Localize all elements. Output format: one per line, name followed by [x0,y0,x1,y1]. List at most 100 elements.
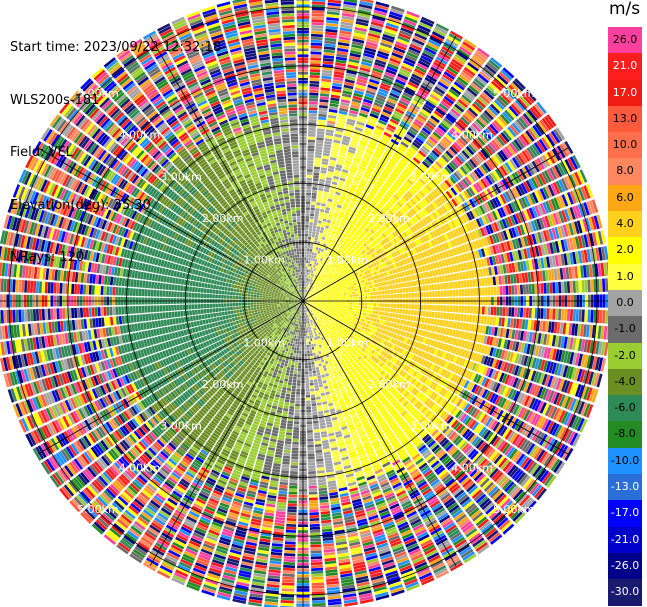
velocity-gate [432,304,435,311]
velocity-gate [436,319,440,326]
velocity-gate [310,282,313,286]
velocity-gate [395,41,408,48]
velocity-gate [309,69,321,73]
velocity-gate [420,19,434,28]
velocity-gate [372,104,382,111]
velocity-gate [374,127,384,134]
velocity-gate [407,287,412,293]
velocity-gate [337,42,350,47]
velocity-gate [426,304,430,311]
velocity-gate [561,281,565,294]
velocity-gate [328,214,333,218]
velocity-gate [351,137,360,143]
velocity-gate [510,274,514,284]
velocity-gate [309,216,314,220]
velocity-gate [303,289,304,293]
velocity-gate [313,172,320,176]
velocity-gate [375,181,383,187]
velocity-gate [446,305,450,312]
velocity-gate [337,292,341,295]
velocity-gate [405,86,416,94]
velocity-gate [378,291,382,295]
velocity-gate [387,123,397,131]
velocity-gate [414,118,424,127]
velocity-gate [349,294,353,298]
velocity-gate [344,231,350,236]
velocity-gate [587,309,591,323]
velocity-gate [493,286,497,296]
velocity-gate [337,155,345,160]
velocity-gate [359,109,369,116]
velocity-gate [335,296,338,299]
velocity-gate [348,278,352,282]
velocity-gate [311,201,316,205]
velocity-gate [406,10,420,19]
velocity-gate [307,263,310,267]
velocity-gate [308,236,312,240]
velocity-gate [330,208,335,213]
velocity-gate [351,310,355,314]
velocity-gate [381,111,391,118]
velocity-gate [323,301,327,303]
velocity-gate [433,318,437,326]
velocity-gate [343,200,350,206]
velocity-gate [342,135,351,141]
velocity-gate [531,283,535,295]
velocity-gate [304,292,305,296]
velocity-gate [396,293,400,299]
velocity-gate [332,237,337,242]
velocity-gate [307,275,310,279]
velocity-gate [337,227,342,232]
velocity-gate [368,115,378,122]
velocity-gate [333,225,339,230]
velocity-gate [329,236,333,240]
velocity-gate [356,15,370,21]
velocity-gate [316,253,320,257]
velocity-gate [366,277,371,282]
velocity-gate [312,178,319,182]
velocity-gate [331,230,336,235]
velocity-gate [322,233,327,238]
velocity-gate [347,314,351,318]
velocity-gate [412,121,422,129]
velocity-gate [306,198,311,202]
velocity-gate [383,131,392,138]
velocity-gate [408,78,420,87]
velocity-gate [373,9,387,16]
velocity-gate [412,38,425,46]
velocity-gate [552,282,556,294]
velocity-gate [373,64,385,71]
velocity-gate [404,57,416,65]
velocity-gate [358,296,362,300]
velocity-gate [318,266,321,270]
velocity-gate [304,283,307,287]
velocity-gate [430,318,434,325]
velocity-gate [335,164,343,169]
velocity-gate [352,95,363,101]
velocity-gate [566,309,571,321]
velocity-gate [318,254,322,258]
velocity-gate [362,132,371,138]
velocity-gate [369,288,373,292]
velocity-gate [329,103,339,108]
velocity-gate [397,73,409,81]
velocity-gate [374,4,389,11]
velocity-gate [590,279,594,293]
velocity-gate [511,285,515,295]
velocity-gate [339,287,343,290]
velocity-gate [345,198,351,203]
velocity-gate [307,154,314,158]
velocity-gate [325,132,334,137]
velocity-gate [363,309,367,313]
velocity-gate [466,314,470,323]
velocity-gate [451,313,456,321]
velocity-gate [440,312,444,319]
velocity-gate [349,143,358,149]
velocity-gate [384,71,396,78]
velocity-gate [322,218,327,222]
velocity-gate [388,317,393,322]
velocity-gate [332,303,335,306]
velocity-gate [351,279,356,284]
velocity-gate [406,276,410,282]
velocity-gate [333,172,340,177]
